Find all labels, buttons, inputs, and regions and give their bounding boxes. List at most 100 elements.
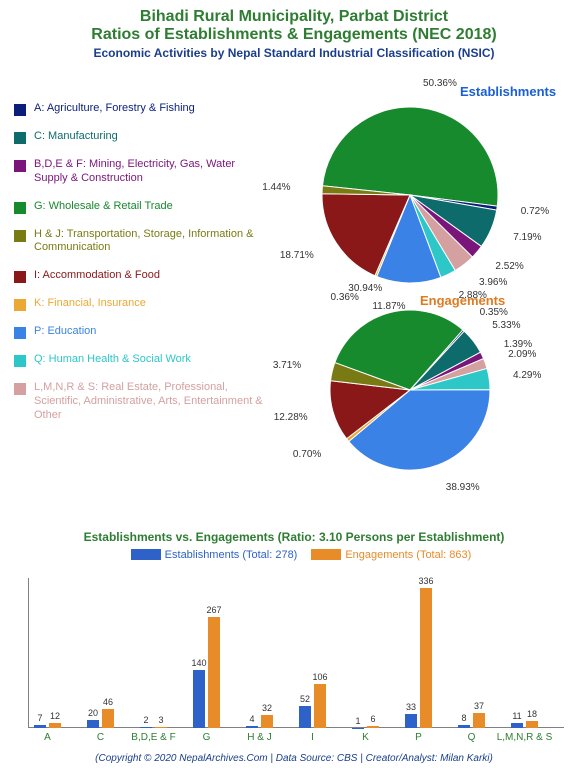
bar-legend-swatch xyxy=(311,549,341,560)
bar-value-label: 3 xyxy=(158,715,163,725)
subtitle: Economic Activities by Nepal Standard In… xyxy=(0,46,588,60)
title-line-1: Bihadi Rural Municipality, Parbat Distri… xyxy=(0,8,588,26)
bar-value-label: 12 xyxy=(50,711,60,721)
bar-value-label: 7 xyxy=(37,713,42,723)
bar-value-label: 37 xyxy=(474,701,484,711)
legend-swatch xyxy=(14,271,26,283)
legend-swatch xyxy=(14,355,26,367)
legend-swatch xyxy=(14,327,26,339)
pie-slice xyxy=(331,363,410,390)
pie-slice xyxy=(349,390,490,470)
bar-chart-legend: Establishments (Total: 278) Engagements (… xyxy=(0,546,588,564)
bar xyxy=(299,706,311,728)
pie-slice xyxy=(410,359,487,390)
bar-category-label: P xyxy=(415,732,422,743)
legend-swatch xyxy=(14,202,26,214)
bar-value-label: 32 xyxy=(262,703,272,713)
pie-slice-pct: 0.72% xyxy=(521,206,549,217)
pie-slice xyxy=(377,195,441,283)
bar xyxy=(473,713,485,728)
bar xyxy=(511,723,523,728)
bar-category-label: H & J xyxy=(247,732,271,743)
pie-slice xyxy=(322,107,498,206)
pie-slice xyxy=(335,310,463,390)
bar-category-label: A xyxy=(44,732,51,743)
bar-value-label: 106 xyxy=(312,672,327,682)
bar xyxy=(261,715,273,728)
bar-category-label: K xyxy=(362,732,369,743)
legend-item: G: Wholesale & Retail Trade xyxy=(14,200,264,214)
pie-slice-pct: 4.29% xyxy=(513,370,541,381)
bar-legend-label: Establishments (Total: 278) xyxy=(165,549,298,561)
pie-slice xyxy=(410,330,464,390)
pie-label-establishments: Establishments xyxy=(460,84,556,99)
bar-value-label: 267 xyxy=(206,605,221,615)
bar-category-label: G xyxy=(203,732,211,743)
header: Bihadi Rural Municipality, Parbat Distri… xyxy=(0,0,588,62)
bar xyxy=(367,726,379,729)
bar-category-label: I xyxy=(311,732,314,743)
bar xyxy=(140,727,152,728)
bar-legend-label: Engagements (Total: 863) xyxy=(345,549,471,561)
pie-slice-pct: 5.33% xyxy=(492,320,520,331)
pie-slice-pct: 2.52% xyxy=(495,261,523,272)
pie-slice-pct: 12.28% xyxy=(274,412,308,423)
pie-slice-pct: 38.93% xyxy=(446,482,480,493)
bar-value-label: 4 xyxy=(249,714,254,724)
legend-label: G: Wholesale & Retail Trade xyxy=(34,200,173,214)
bar-chart: 7122046231402674325210616333368371118 xyxy=(28,578,564,728)
pie-slice xyxy=(410,331,481,390)
pie-slice xyxy=(410,195,472,271)
legend-item: B,D,E & F: Mining, Electricity, Gas, Wat… xyxy=(14,158,264,186)
pie-slice-pct: 2.09% xyxy=(508,349,536,360)
pie-slice-pct: 0.35% xyxy=(480,307,508,318)
legend-item: C: Manufacturing xyxy=(14,130,264,144)
pie-slice xyxy=(322,194,410,276)
legend-label: I: Accommodation & Food xyxy=(34,269,160,283)
legend-label: P: Education xyxy=(34,325,96,339)
pie-slice xyxy=(410,195,497,210)
pie-slice-pct: 18.71% xyxy=(280,250,314,261)
bar xyxy=(208,617,220,728)
pie-slice-pct: 7.19% xyxy=(513,232,541,243)
bar-value-label: 140 xyxy=(191,658,206,668)
legend-item: P: Education xyxy=(14,325,264,339)
bar-chart-title: Establishments vs. Engagements (Ratio: 3… xyxy=(0,530,588,544)
bar xyxy=(420,588,432,728)
bar-legend-swatch xyxy=(131,549,161,560)
pie-slice-pct: 30.94% xyxy=(348,283,382,294)
bar xyxy=(193,670,205,728)
bar-value-label: 11 xyxy=(512,711,521,721)
legend-swatch xyxy=(14,230,26,242)
bar xyxy=(246,726,258,728)
legend-swatch xyxy=(14,104,26,116)
bar xyxy=(34,725,46,728)
legend-item: H & J: Transportation, Storage, Informat… xyxy=(14,228,264,256)
legend-label: C: Manufacturing xyxy=(34,130,118,144)
pie-slice-pct: 0.70% xyxy=(293,449,321,460)
pie-slice xyxy=(410,195,455,277)
pie-slice-pct: 1.39% xyxy=(504,339,532,350)
legend-label: L,M,N,R & S: Real Estate, Professional, … xyxy=(34,381,264,422)
bar-value-label: 2 xyxy=(143,715,148,725)
pie-slice xyxy=(410,368,490,390)
bar-category-label: Q xyxy=(468,732,476,743)
pie-slice-pct: 3.96% xyxy=(479,277,507,288)
bar xyxy=(102,709,114,728)
bar xyxy=(526,721,538,729)
pie-slice-pct: 3.71% xyxy=(273,360,301,371)
legend-item: K: Financial, Insurance xyxy=(14,297,264,311)
title-line-2: Ratios of Establishments & Engagements (… xyxy=(0,26,588,44)
bar xyxy=(49,723,61,728)
footer-credit: (Copyright © 2020 NepalArchives.Com | Da… xyxy=(0,753,588,764)
bar-value-label: 46 xyxy=(103,697,113,707)
pie-slice xyxy=(322,186,410,195)
bar-value-label: 18 xyxy=(527,709,537,719)
legend-label: B,D,E & F: Mining, Electricity, Gas, Wat… xyxy=(34,158,264,186)
legend-label: A: Agriculture, Forestry & Fishing xyxy=(34,102,195,116)
legend-item: L,M,N,R & S: Real Estate, Professional, … xyxy=(14,381,264,422)
legend-item: I: Accommodation & Food xyxy=(14,269,264,283)
bar-value-label: 336 xyxy=(418,576,433,586)
pie-slice-pct: 11.87% xyxy=(372,301,405,312)
pie-slice xyxy=(330,381,410,439)
